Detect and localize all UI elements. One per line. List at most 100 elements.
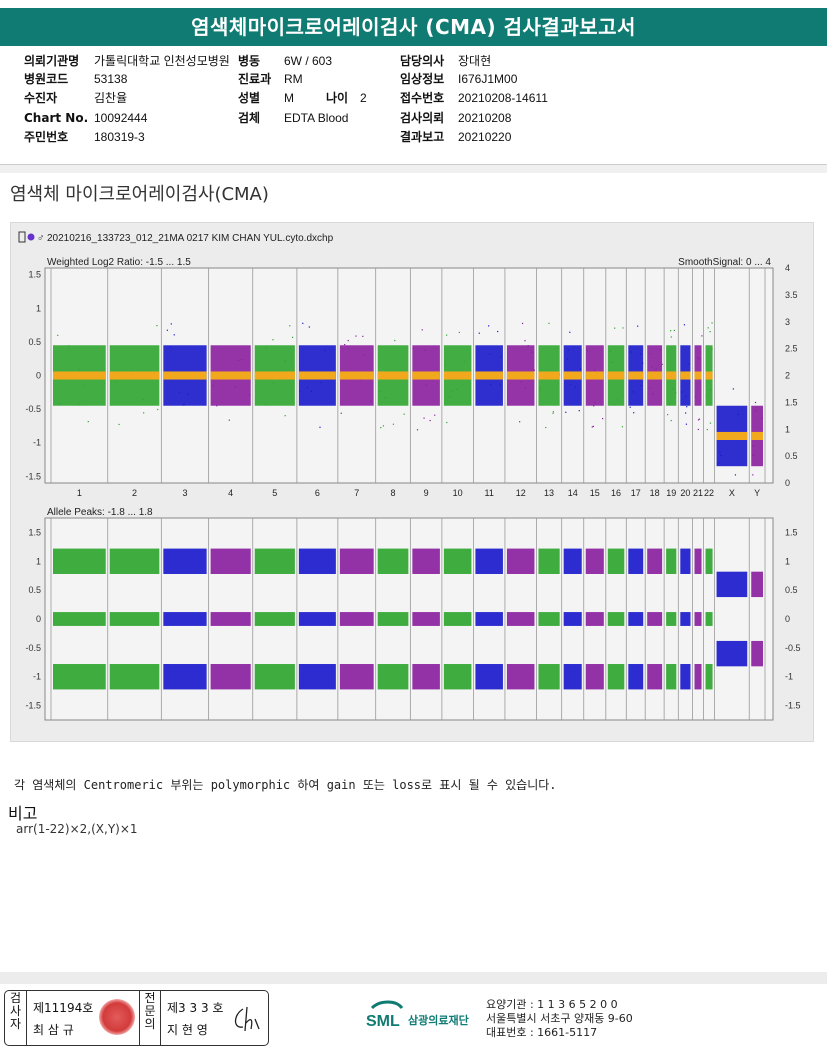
bottom-left-tick: 0: [36, 614, 41, 624]
chr-6-log2-point: [320, 381, 322, 384]
chr-7-log2-point: [355, 335, 357, 337]
field-label: 병동: [238, 54, 261, 68]
chr-11-log2-point: [489, 353, 491, 355]
chr-X-log2-point: [718, 462, 720, 464]
chr-12-log2-point: [533, 369, 535, 371]
field-label: 접수번호: [400, 91, 445, 105]
chr-3-label: 3: [182, 488, 187, 498]
age-value: 2: [360, 91, 367, 105]
info-age-row: 나이 2: [326, 89, 367, 107]
chr-Y-log2-point: [752, 445, 754, 447]
chr-21-log2-point: [697, 357, 699, 359]
chr-17-smooth-signal: [628, 371, 644, 380]
chr-11-label: 11: [485, 488, 494, 498]
file-icon: [18, 231, 26, 243]
chr-11-log2-point: [497, 330, 499, 333]
chr-10-allele-band: [443, 548, 472, 574]
chr-18-smooth-signal: [647, 371, 663, 380]
field-value: 180319-3: [94, 130, 145, 144]
chr-12-label: 12: [516, 488, 526, 498]
top-left-tick: 0: [36, 371, 41, 381]
chr-Y-allele-band: [751, 571, 763, 598]
chr-7-allele-band: [339, 664, 374, 690]
patient-info: 의뢰기관명 가톨릭대학교 인천성모병원 병원코드 53138 수진자 김찬율 Chart N…: [0, 48, 827, 165]
chr-12-allele-band: [506, 612, 535, 626]
official-seal: [99, 999, 135, 1035]
chr-10-log2-point: [463, 360, 465, 362]
field-label: 주민번호: [24, 130, 69, 144]
info-col2-row: 성별 M: [238, 89, 294, 107]
top-left-tick: 1: [36, 303, 41, 313]
chr-22-log2-point: [705, 395, 707, 398]
chr-14-smooth-signal: [563, 371, 582, 380]
chr-4-smooth-signal: [210, 371, 251, 380]
chr-9-log2-point: [423, 417, 425, 419]
info-col3-row: 임상정보 I676J1M00: [400, 70, 517, 88]
chr-9-smooth-signal: [412, 371, 440, 380]
top-left-tick: -1: [33, 438, 41, 448]
chr-2-log2-point: [143, 399, 145, 401]
doctor-signature: [234, 1006, 260, 1032]
chr-22-label: 22: [704, 488, 714, 498]
bottom-left-tick: -1: [33, 672, 41, 682]
chr-3-log2-point: [173, 334, 175, 336]
chr-20-log2-point: [685, 412, 687, 414]
chr-16-log2-point: [622, 327, 624, 329]
chr-15-label: 15: [590, 488, 600, 498]
top-right-tick: 3: [785, 317, 790, 327]
chr-16-log2-point: [611, 361, 613, 363]
chr-10-allele-band: [443, 664, 472, 690]
chr-11-log2-point: [489, 383, 492, 386]
info-col1-row: 의뢰기관명 가톨릭대학교 인천성모병원: [24, 52, 230, 70]
chr-8-log2-point: [403, 413, 405, 415]
info-col2-row: 검체 EDTA Blood: [238, 109, 348, 127]
chr-11-log2-point: [500, 356, 502, 358]
chr-16-log2-point: [609, 350, 612, 353]
chr-4-log2-point: [228, 419, 230, 421]
field-value: M: [284, 91, 294, 105]
chr-22-log2-point: [706, 428, 708, 431]
chr-14-allele-band: [563, 548, 582, 574]
chr-14-log2-point: [569, 384, 572, 386]
field-label: 담당의사: [400, 54, 445, 68]
chr-13-allele-band: [538, 664, 560, 690]
male-symbol-icon: ♂: [37, 233, 45, 244]
chr-13-allele-band: [538, 612, 560, 626]
chr-19-log2-point: [668, 403, 670, 405]
chr-19-allele-band: [666, 548, 677, 574]
chr-20-allele-band: [680, 612, 691, 626]
chr-4-allele-band: [210, 612, 251, 626]
chr-4-log2-point: [212, 384, 214, 387]
chr-19-log2-point: [673, 329, 676, 332]
bottom-right-tick: 0.5: [785, 585, 798, 595]
chr-8-allele-band: [377, 664, 409, 690]
chr-12-log2-point: [521, 322, 524, 325]
chr-21-log2-point: [698, 418, 701, 420]
chr-8-allele-band: [377, 548, 409, 574]
chr-6-log2-point: [324, 349, 326, 352]
top-panel-label: Weighted Log2 Ratio: -1.5 ... 1.5: [47, 257, 191, 268]
chr-6-log2-point: [310, 390, 313, 393]
chr-21-log2-point: [697, 419, 700, 421]
chr-11-allele-band: [475, 548, 503, 574]
chr-11-log2-point: [499, 384, 501, 386]
chr-20-log2-point: [688, 363, 690, 365]
examiner-name: 최 삼 규: [33, 1023, 74, 1037]
chr-20-log2-point: [685, 396, 687, 398]
section-title: 염색체 마이크로어레이검사(CMA): [10, 184, 269, 205]
chr-19-log2-point: [669, 330, 672, 332]
top-right-tick: 0.5: [785, 451, 798, 461]
bottom-left-tick: -0.5: [25, 643, 41, 653]
top-right-tick: 2: [785, 371, 790, 381]
chr-14-label: 14: [568, 488, 578, 498]
chr-22-log2-point: [711, 348, 713, 350]
chr-13-allele-band: [538, 548, 560, 574]
chr-19-label: 19: [666, 488, 676, 498]
field-value: 김찬율: [94, 91, 128, 105]
chr-15-smooth-signal: [585, 371, 604, 380]
sml-logo-icon: SML: [366, 1000, 404, 1030]
chr-X-allele-band: [716, 640, 748, 667]
chr-15-log2-point: [593, 369, 596, 371]
chr-X-allele-band: [716, 571, 748, 598]
